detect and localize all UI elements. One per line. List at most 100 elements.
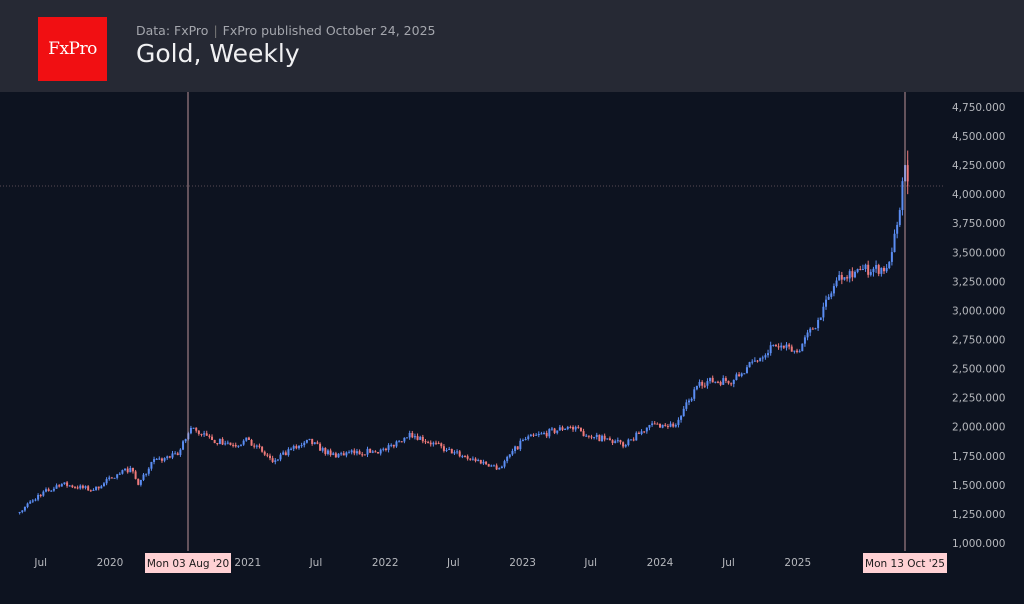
- candle-body: [163, 458, 166, 461]
- candle-body: [58, 485, 61, 487]
- candle-body: [608, 438, 611, 441]
- candle-body: [47, 489, 50, 491]
- candle-body: [511, 450, 514, 455]
- candle-body: [693, 389, 696, 399]
- candle-body: [268, 455, 271, 459]
- candle-body: [87, 486, 90, 491]
- candle-body: [73, 487, 76, 489]
- x-tick-label: 2024: [647, 557, 674, 569]
- fxpro-logo: FxPro: [38, 17, 107, 81]
- candle-body: [350, 450, 353, 453]
- candle-body: [95, 486, 98, 490]
- candle-body: [126, 468, 129, 473]
- candle-body: [387, 445, 390, 450]
- candle-body: [738, 374, 741, 376]
- candle-body: [635, 432, 638, 441]
- candle-body: [690, 398, 693, 401]
- candle-body: [556, 430, 559, 433]
- candle-body: [68, 485, 71, 487]
- candle-body: [703, 385, 706, 387]
- candle-body: [110, 477, 113, 479]
- candle-body: [640, 431, 643, 435]
- candle-body: [777, 346, 780, 348]
- candle-body: [358, 451, 361, 455]
- candle-body: [666, 425, 669, 427]
- candle-body: [803, 337, 806, 344]
- candle-body: [332, 453, 335, 455]
- candle-body: [121, 470, 124, 474]
- candle-body: [558, 427, 561, 431]
- candle-body: [329, 450, 332, 455]
- candle-body: [877, 265, 880, 274]
- candle-body: [469, 458, 472, 460]
- candle-body: [369, 448, 372, 453]
- candle-body: [316, 442, 319, 444]
- candle-body: [448, 449, 451, 451]
- candle-body: [66, 482, 69, 486]
- candle-body: [245, 437, 248, 441]
- candle-body: [216, 442, 219, 444]
- x-tick-label: 2023: [509, 557, 536, 569]
- candlestick-chart[interactable]: 1,000.000 1,250.000 1,500.000 1,750.000 2,00…: [0, 92, 1024, 604]
- candle-body: [189, 427, 192, 434]
- y-tick-label: 3,750.000: [952, 218, 1005, 230]
- candle-body: [284, 452, 287, 456]
- x-tick-label: 2021: [234, 557, 261, 569]
- candle-body: [751, 361, 754, 363]
- candle-body: [319, 443, 322, 451]
- candle-body: [719, 381, 722, 385]
- candle-body: [261, 446, 264, 452]
- candle-body: [651, 423, 654, 425]
- candle-body: [585, 435, 588, 437]
- candle-body: [572, 427, 575, 430]
- candle-body: [619, 440, 622, 443]
- candle-body: [674, 424, 677, 427]
- candle-body: [218, 438, 221, 444]
- candle-body: [308, 438, 311, 440]
- candle-body: [474, 458, 477, 461]
- candle-body: [614, 441, 617, 444]
- candle-body: [18, 511, 21, 513]
- candle-body: [764, 355, 767, 358]
- candle-body: [806, 332, 809, 338]
- candle-body: [311, 438, 314, 444]
- candle-body: [171, 453, 174, 458]
- candle-body: [445, 449, 448, 451]
- candle-body: [432, 442, 435, 445]
- candle-body: [226, 442, 229, 444]
- candle-body: [595, 434, 598, 437]
- candle-body: [31, 500, 34, 502]
- candle-body: [582, 431, 585, 437]
- candle-body: [345, 452, 348, 456]
- x-tick-label: 2022: [372, 557, 399, 569]
- candle-body: [788, 344, 791, 347]
- candle-body: [553, 428, 556, 433]
- candle-body: [611, 440, 614, 444]
- candle-body: [155, 458, 158, 460]
- candle-body: [854, 271, 857, 278]
- candle-body: [442, 446, 445, 451]
- candle-body: [118, 473, 121, 475]
- candle-body: [435, 442, 438, 444]
- candle-body: [129, 467, 132, 473]
- candle-body: [411, 432, 414, 438]
- candle-body: [158, 458, 161, 460]
- separator: |: [213, 23, 218, 38]
- candle-body: [166, 456, 169, 459]
- candle-body: [680, 416, 683, 420]
- candle-body: [579, 427, 582, 432]
- candle-body: [290, 448, 293, 450]
- candle-body: [147, 468, 150, 474]
- candle-body: [616, 440, 619, 442]
- candle-body: [458, 451, 461, 457]
- candle-body: [379, 449, 382, 454]
- candle-body: [29, 501, 32, 504]
- y-tick-label: 1,500.000: [952, 480, 1005, 492]
- candle-body: [698, 381, 701, 386]
- candle-body: [598, 434, 601, 442]
- candle-body: [508, 454, 511, 457]
- candle-body: [743, 373, 746, 375]
- candle-body: [287, 449, 290, 456]
- x-tick-label: 2020: [97, 557, 124, 569]
- candle-body: [782, 345, 785, 348]
